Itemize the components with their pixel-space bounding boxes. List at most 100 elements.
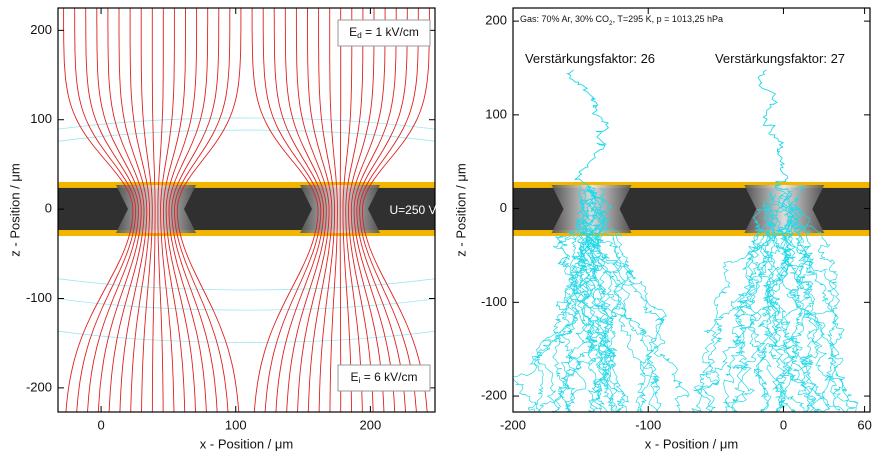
field-line <box>176 8 242 412</box>
field-line <box>307 8 333 412</box>
x-tick-label: -200 <box>500 417 526 432</box>
field-line <box>284 8 327 412</box>
foil <box>58 184 435 234</box>
field-line <box>339 8 342 412</box>
y-tick-label: 0 <box>45 201 52 216</box>
field-line <box>251 8 319 412</box>
avalanche-track <box>564 223 596 412</box>
drift-track <box>565 69 610 206</box>
avalanche-track <box>779 194 859 412</box>
equipotential <box>58 330 435 343</box>
avalanche-track <box>722 194 781 412</box>
field-line <box>107 8 145 412</box>
field-line <box>85 8 139 412</box>
foil-electrode <box>513 181 870 188</box>
field-line <box>63 8 134 412</box>
avalanche-track <box>792 209 844 412</box>
annotation-subscript: 2 <box>609 20 613 27</box>
y-axis-label: z - Position / μm <box>7 163 22 256</box>
field-line <box>273 8 324 412</box>
field-line <box>74 8 137 412</box>
field-line <box>318 8 336 412</box>
field-line <box>356 8 408 412</box>
annotation-text: Gas: 70% Ar, 30% CO <box>520 14 609 24</box>
field-line <box>295 8 330 412</box>
field-line <box>96 8 142 412</box>
foil-electrode <box>58 230 435 237</box>
field-line <box>160 8 175 412</box>
field-line <box>345 8 364 412</box>
x-tick-label: 0 <box>780 417 787 432</box>
annotation: Verstärkungsfaktor: 26 <box>525 51 655 66</box>
equipotential <box>58 278 435 291</box>
equipotential <box>58 117 435 130</box>
field-line <box>359 8 419 412</box>
plot-frame <box>512 7 871 413</box>
annotation: Ei = 6 kV/cm <box>351 370 418 385</box>
avalanche-track <box>578 195 653 412</box>
avalanche-track <box>742 204 805 412</box>
x-axis-label: x - Position / μm <box>200 436 293 451</box>
y-tick-label: -100 <box>481 294 507 309</box>
avalanche-track <box>550 185 598 412</box>
field-line <box>129 8 150 412</box>
annotation-subscript: i <box>359 375 361 385</box>
x-tick-label: 60 <box>857 417 871 432</box>
annotation-text: = 1 kV/cm <box>362 25 419 39</box>
annotation-box <box>337 19 431 47</box>
avalanche-track <box>723 192 786 412</box>
annotation-text: E <box>351 370 359 384</box>
field-line <box>171 8 220 412</box>
equipotential <box>58 129 435 142</box>
avalanche-track <box>577 214 628 412</box>
avalanche-track <box>585 230 619 412</box>
field-line <box>157 8 164 412</box>
annotation-text: Verstärkungsfaktor: 27 <box>715 51 845 66</box>
field-line <box>140 8 153 412</box>
y-tick-label: 200 <box>485 13 507 28</box>
field-line <box>174 8 231 412</box>
y-tick-label: -100 <box>26 290 52 305</box>
field-line <box>118 8 148 412</box>
field-line <box>165 8 198 412</box>
annotation: Gas: 70% Ar, 30% CO2, T=295 K, p = 1013,… <box>520 14 723 26</box>
field-line <box>262 8 322 412</box>
annotation: U=250 V <box>389 203 436 217</box>
gem-hole <box>116 184 197 234</box>
x-tick-label: 200 <box>360 417 382 432</box>
annotation-text: , T=295 K, p = 1013,25 hPa <box>613 14 723 24</box>
avalanche-track <box>513 187 608 412</box>
gem-hole <box>744 184 825 234</box>
equipotential <box>58 298 435 311</box>
x-axis-label: x - Position / μm <box>645 436 738 451</box>
drift-track <box>757 69 793 207</box>
x-tick-label: 100 <box>225 417 247 432</box>
y-tick-label: 100 <box>485 106 507 121</box>
annotation-text: Verstärkungsfaktor: 26 <box>525 51 655 66</box>
annotation: Verstärkungsfaktor: 27 <box>715 51 845 66</box>
field-line <box>350 8 386 412</box>
foil-electrode <box>513 230 870 237</box>
avalanche-track <box>787 227 823 412</box>
y-tick-label: 0 <box>500 200 507 215</box>
annotation-text: E <box>349 25 357 39</box>
field-line <box>348 8 375 412</box>
avalanche-track <box>778 228 815 412</box>
y-axis-label: z - Position / μm <box>453 163 468 256</box>
panel <box>513 69 870 412</box>
x-tick-label: 0 <box>97 417 104 432</box>
avalanche-track <box>533 185 595 412</box>
field-line <box>329 8 338 412</box>
annotation-subscript: d <box>357 30 362 40</box>
avalanche-track <box>780 203 856 412</box>
avalanche-track <box>528 230 595 412</box>
panel <box>58 8 435 412</box>
annotation: Ed = 1 kV/cm <box>349 25 419 40</box>
y-tick-label: 200 <box>30 22 52 37</box>
field-line <box>168 8 209 412</box>
annotation-text: = 6 kV/cm <box>360 370 417 384</box>
avalanche-track <box>554 189 598 412</box>
avalanche-track <box>787 215 831 412</box>
foil-electrode <box>58 181 435 188</box>
avalanche-track <box>754 190 797 412</box>
